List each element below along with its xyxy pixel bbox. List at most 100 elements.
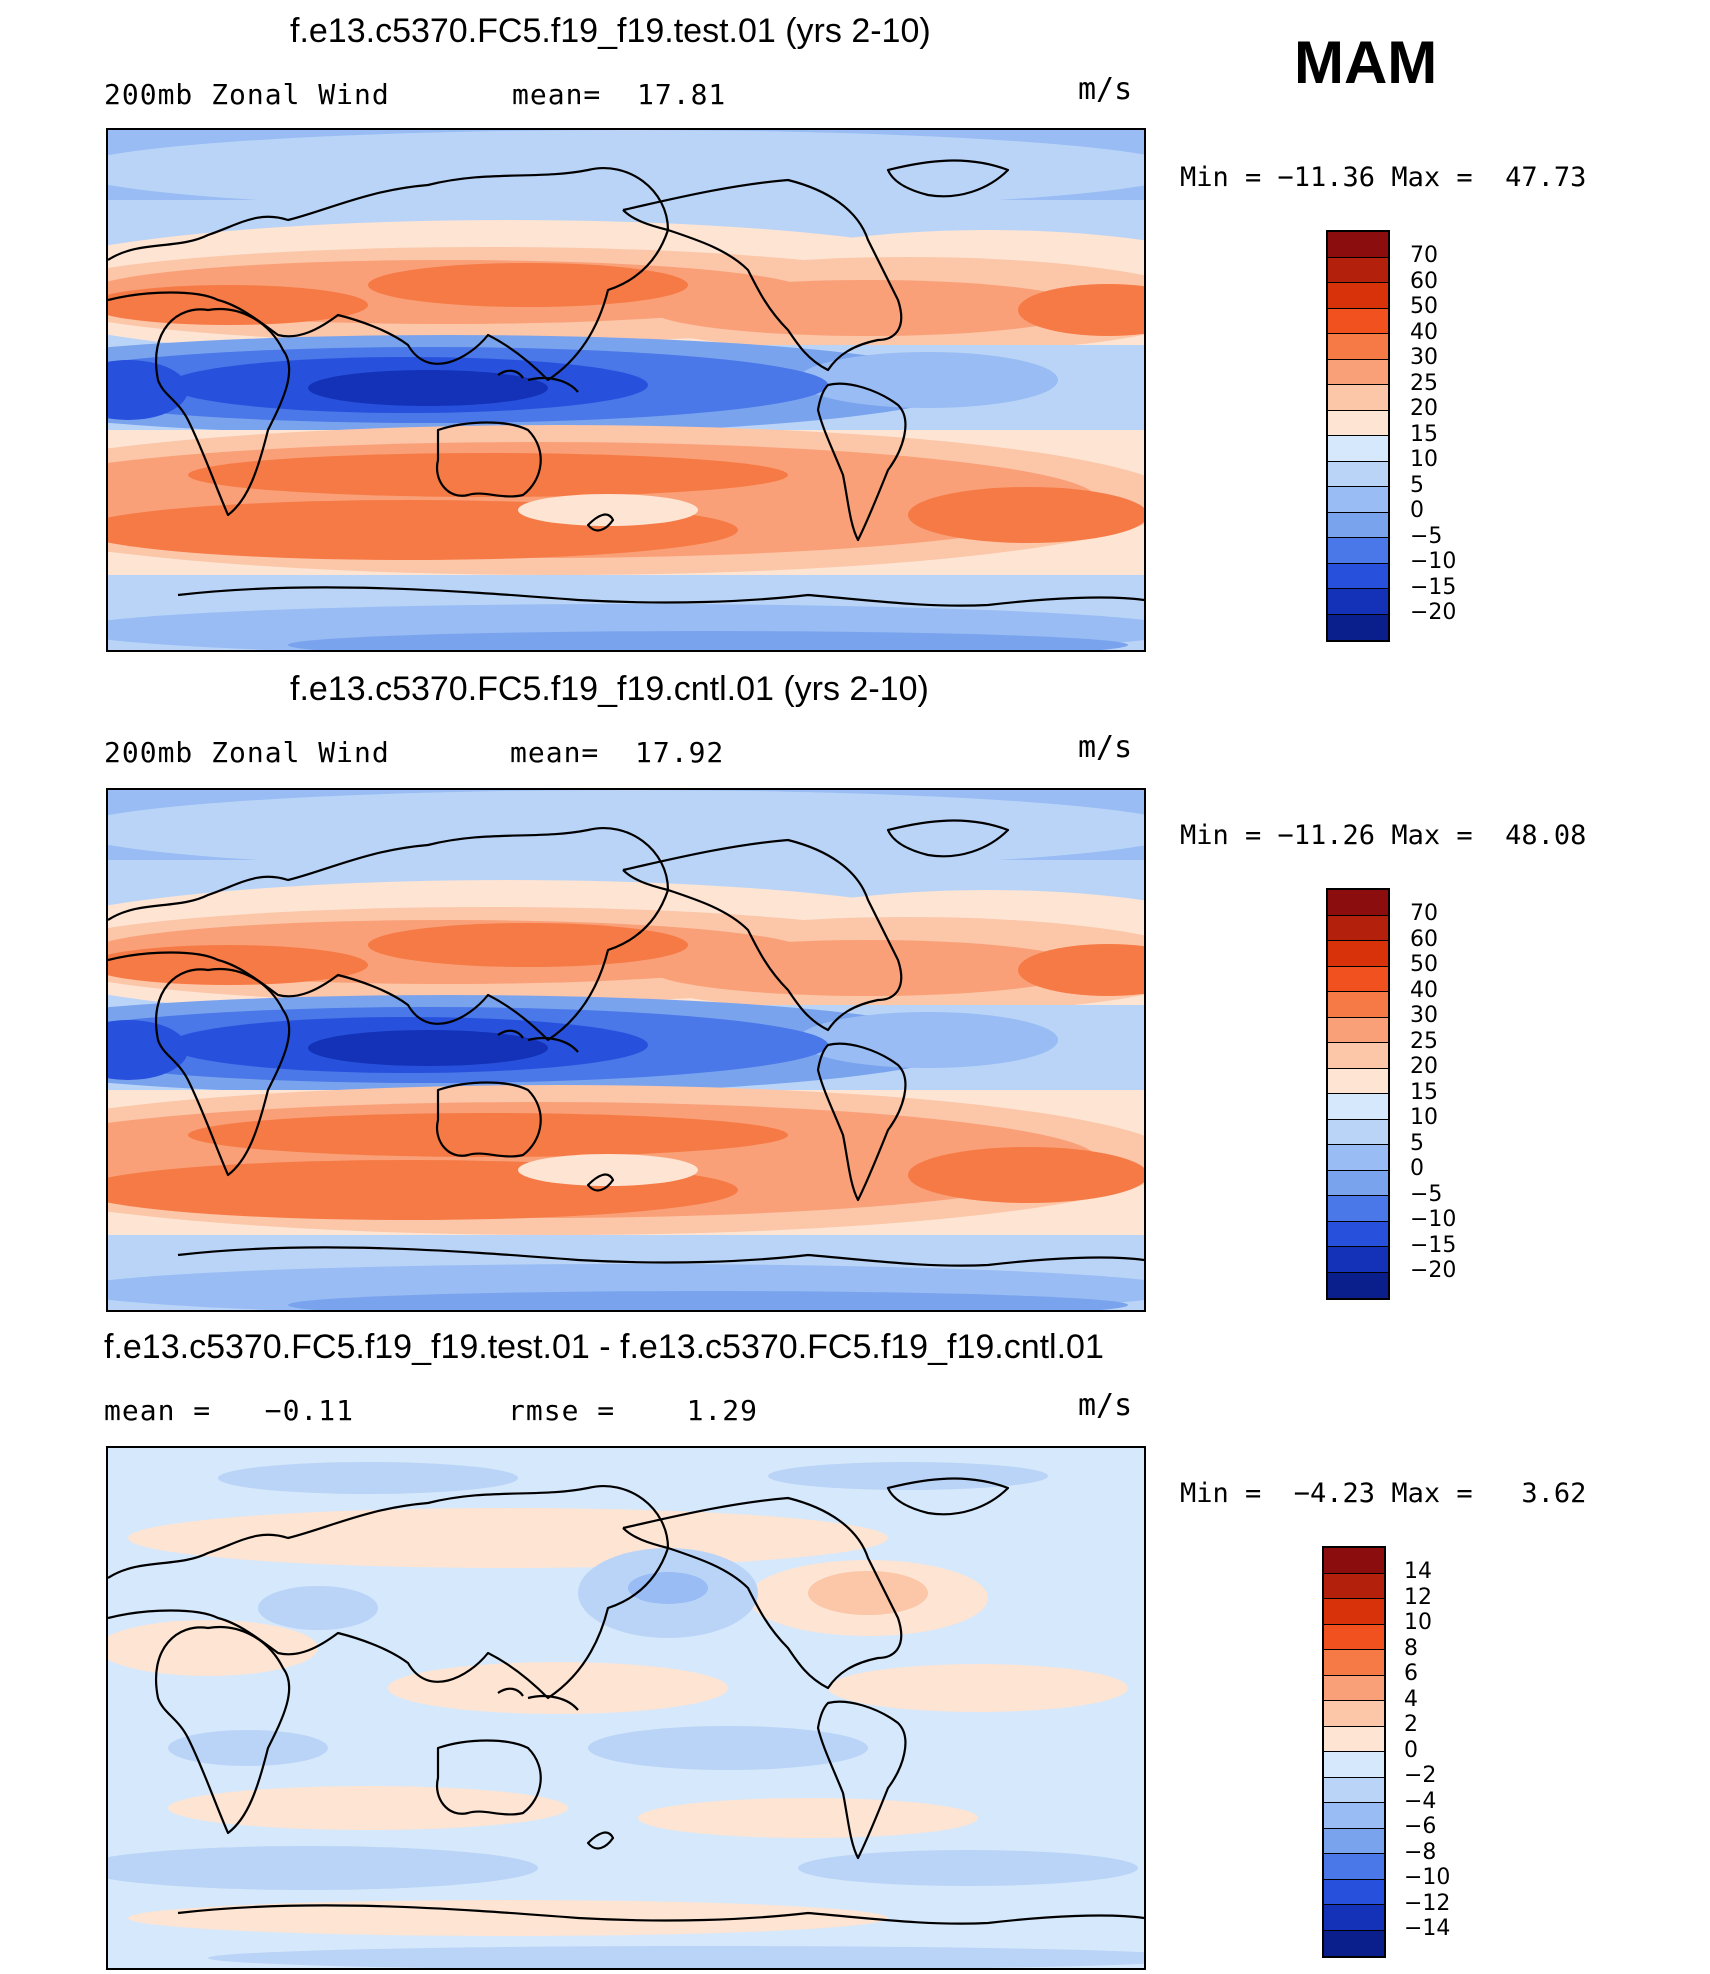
coastline bbox=[435, 1081, 542, 1158]
colorbar-swatch bbox=[1328, 1247, 1388, 1273]
colorbar-tick-label: −10 bbox=[1404, 1865, 1451, 1890]
coastline bbox=[177, 1246, 1144, 1267]
contour-band bbox=[368, 263, 688, 307]
colorbar-tick-label: 30 bbox=[1410, 1003, 1438, 1028]
colorbar-tick-label: 25 bbox=[1410, 1028, 1438, 1054]
colorbar-tick-label: 10 bbox=[1410, 1105, 1438, 1130]
panel-3-minmax: Min = −4.23 Max = 3.62 bbox=[1180, 1478, 1587, 1509]
colorbar-tick-label: −20 bbox=[1410, 1258, 1457, 1283]
colorbar-tick-label: 0 bbox=[1410, 498, 1424, 523]
panel-3-rmse-label: rmse = 1.29 bbox=[508, 1394, 759, 1427]
contour-band bbox=[518, 494, 698, 526]
colorbar-tick-label: −5 bbox=[1410, 523, 1443, 549]
colorbar-swatch bbox=[1328, 359, 1388, 385]
colorbar-tick-label: −4 bbox=[1404, 1788, 1437, 1814]
colorbar-swatch bbox=[1328, 232, 1388, 258]
colorbar-tick-label: 20 bbox=[1410, 1054, 1438, 1079]
colorbar-tick-label: −2 bbox=[1404, 1763, 1437, 1788]
colorbar-swatch bbox=[1328, 436, 1388, 462]
colorbar-swatch bbox=[1328, 1094, 1388, 1120]
colorbar-swatch bbox=[1324, 1701, 1384, 1727]
contour-band bbox=[908, 487, 1144, 543]
panel-1-map bbox=[106, 128, 1146, 652]
colorbar-tick-label: 60 bbox=[1410, 268, 1438, 294]
coastline bbox=[108, 1485, 670, 1700]
colorbar-tick-label: 60 bbox=[1410, 926, 1438, 952]
coastline bbox=[497, 1029, 579, 1053]
colorbar-swatch bbox=[1324, 1777, 1384, 1803]
contour-band bbox=[388, 1662, 728, 1714]
colorbar-swatch bbox=[1328, 1043, 1388, 1069]
panel-2-title: f.e13.c5370.FC5.f19_f19.cntl.01 (yrs 2-1… bbox=[290, 670, 929, 708]
colorbar-swatch bbox=[1328, 1145, 1388, 1171]
contour-band bbox=[908, 1147, 1144, 1203]
coastline bbox=[816, 1700, 907, 1860]
contour-band bbox=[828, 1664, 1128, 1712]
colorbar-swatch bbox=[1324, 1854, 1384, 1880]
colorbar-tick-label: 5 bbox=[1410, 472, 1424, 498]
panel-2-variable-label: 200mb Zonal Wind bbox=[104, 736, 390, 769]
panel-2-map bbox=[106, 788, 1146, 1312]
colorbar-swatch bbox=[1328, 589, 1388, 615]
colorbar-swatch bbox=[1328, 283, 1388, 309]
contour-band bbox=[108, 945, 368, 985]
panel-3-units: m/s bbox=[1078, 1388, 1133, 1423]
colorbar-swatch bbox=[1328, 915, 1388, 941]
contour-band bbox=[628, 1572, 708, 1604]
colorbar-tick-label: −14 bbox=[1404, 1916, 1451, 1941]
contour-band bbox=[188, 1113, 788, 1157]
contour-band bbox=[768, 1462, 1048, 1490]
colorbar-tick-label: −10 bbox=[1410, 1207, 1457, 1232]
colorbar-tick-label: −20 bbox=[1410, 600, 1457, 625]
colorbar-swatch bbox=[1328, 1170, 1388, 1196]
contour-band bbox=[218, 1462, 518, 1494]
contour-band bbox=[108, 1020, 188, 1080]
coastline bbox=[435, 1739, 542, 1816]
colorbar-swatch bbox=[1328, 1068, 1388, 1094]
colorbar-tick-label: 8 bbox=[1404, 1635, 1418, 1661]
filled-contour-field bbox=[108, 130, 1144, 650]
contour-band bbox=[288, 631, 1128, 650]
colorbar-tick-label: −6 bbox=[1404, 1814, 1437, 1839]
colorbar-swatch bbox=[1328, 512, 1388, 538]
colorbar-tick-label: 0 bbox=[1404, 1737, 1418, 1763]
colorbar-tick-label: 40 bbox=[1410, 319, 1438, 345]
colorbar-swatch bbox=[1328, 941, 1388, 967]
colorbar-swatch bbox=[1324, 1930, 1384, 1956]
contour-band bbox=[108, 790, 1144, 870]
coastline bbox=[155, 1625, 291, 1835]
contour-band bbox=[798, 352, 1058, 408]
contour-band bbox=[128, 1508, 888, 1568]
panel-1-mean-label: mean= 17.81 bbox=[512, 78, 727, 111]
coastline bbox=[586, 1173, 615, 1192]
colorbar-swatch bbox=[1328, 1221, 1388, 1247]
panel-2-mean-label: mean= 17.92 bbox=[510, 736, 725, 769]
coastline bbox=[435, 421, 542, 498]
colorbar-swatch bbox=[1328, 538, 1388, 564]
contour-band bbox=[258, 1586, 378, 1630]
coastline bbox=[816, 1042, 907, 1202]
contour-band bbox=[108, 285, 368, 325]
colorbar-tick-label: 14 bbox=[1404, 1559, 1432, 1584]
contour-band bbox=[638, 1798, 978, 1838]
panel-1-minmax: Min = −11.36 Max = 47.73 bbox=[1180, 162, 1587, 193]
colorbar-tick-label: −10 bbox=[1410, 549, 1457, 574]
contour-band bbox=[128, 1900, 888, 1936]
colorbar-tick-label: 10 bbox=[1410, 447, 1438, 472]
colorbar-swatch bbox=[1328, 257, 1388, 283]
colorbar-swatch bbox=[1324, 1650, 1384, 1676]
contour-band bbox=[308, 370, 548, 406]
contour-band bbox=[518, 1154, 698, 1186]
colorbar-swatch bbox=[1328, 966, 1388, 992]
colorbar-tick-label: 5 bbox=[1410, 1130, 1424, 1156]
colorbar-swatch bbox=[1328, 614, 1388, 640]
colorbar-tick-label: 30 bbox=[1410, 345, 1438, 370]
contour-band bbox=[168, 1730, 328, 1766]
colorbar-swatch bbox=[1328, 992, 1388, 1018]
colorbar-swatch bbox=[1324, 1548, 1384, 1574]
colorbar-tick-label: 15 bbox=[1410, 1079, 1438, 1105]
contour-band bbox=[208, 1946, 1144, 1968]
coastline bbox=[155, 307, 291, 517]
colorbar-swatch bbox=[1324, 1624, 1384, 1650]
contour-band bbox=[108, 1620, 318, 1676]
